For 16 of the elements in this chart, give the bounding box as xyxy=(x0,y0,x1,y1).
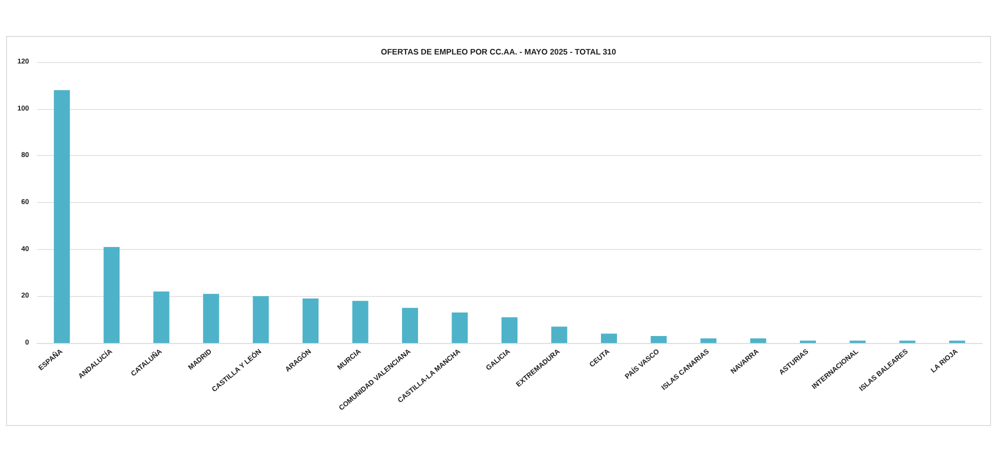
bar xyxy=(502,317,518,343)
bar xyxy=(252,296,269,343)
bar xyxy=(104,246,120,343)
chart-title: OFERTAS DE EMPLEO POR CC.AA. - MAYO 2025 - TOTAL 310 xyxy=(380,48,617,56)
bar xyxy=(650,336,667,343)
bar xyxy=(203,294,220,343)
bar xyxy=(153,291,170,343)
bar xyxy=(302,298,319,343)
bar xyxy=(452,312,468,343)
bar xyxy=(352,300,368,343)
bar xyxy=(700,338,716,343)
bar xyxy=(54,90,70,343)
bar xyxy=(750,338,766,343)
bar xyxy=(551,326,568,343)
bar xyxy=(402,308,418,343)
bar xyxy=(600,334,617,343)
